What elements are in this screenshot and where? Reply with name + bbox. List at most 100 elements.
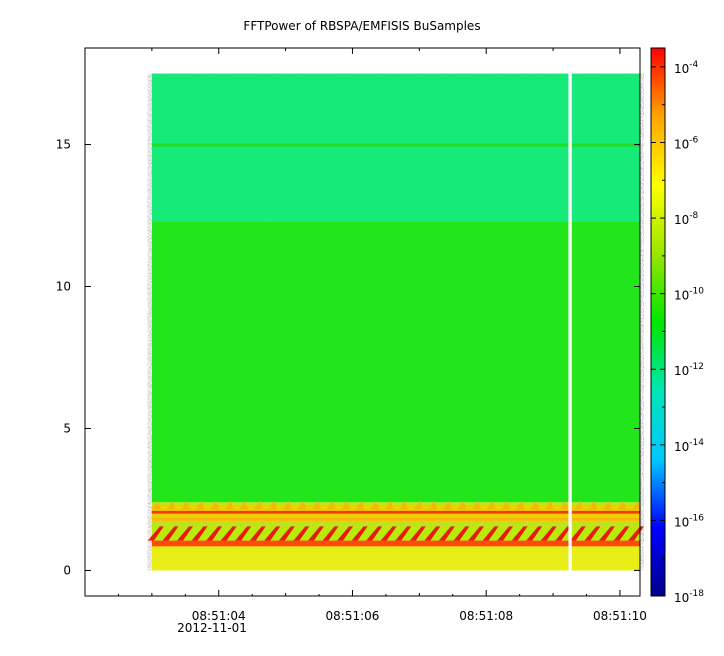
chorus-element-upper [588,500,598,510]
chorus-element-upper [413,500,423,510]
chorus-element [540,526,557,541]
chorus-element-upper [501,500,511,510]
chorus-element [424,526,441,541]
chorus-element-upper [530,500,540,510]
chorus-element-upper [617,500,627,510]
chorus-element [453,526,470,541]
colorbar-tick-label: 10-4 [674,60,699,76]
chorus-element-upper [239,500,249,510]
band-base [151,544,640,571]
chorus-element [438,526,455,541]
x-axis: 08:51:04 08:51:06 08:51:08 08:51:10 [117,48,647,623]
colorbar-tick-label: 10-6 [674,135,699,151]
chorus-element-upper [224,500,234,510]
x-tick-label: 08:51:08 [459,609,513,623]
chorus-element-upper [268,500,278,510]
chorus-element-upper [632,500,641,510]
y-tick-label: 10 [56,280,71,294]
y-tick-label: 5 [63,421,71,435]
chorus-element [307,526,324,541]
colorbar-tick-label: 10-10 [674,287,704,303]
band-upper [151,73,640,222]
band-orange [151,517,640,521]
chorus-element [598,526,615,541]
chorus-element [249,526,266,541]
chorus-element-upper [471,500,481,510]
chorus-element-upper [573,500,583,510]
chorus-element [235,526,252,541]
colorbar-tick-label: 10-8 [674,211,699,227]
x-tick-label: 08:51:04 [192,609,246,623]
chorus-element-upper [282,500,292,510]
chorus-element [191,526,208,541]
chorus-element [467,526,484,541]
chorus-element-upper [559,500,569,510]
chorus-element [220,526,237,541]
chorus-element-upper [355,500,365,510]
chorus-element [351,526,368,541]
chorus-element-upper [151,500,161,510]
colorbar-scale [650,47,666,597]
chorus-element [613,526,630,541]
chorus-element [569,526,586,541]
band-green-strip [151,522,640,526]
chorus-element-upper [311,500,321,510]
x-tick-label: 08:51:06 [326,609,380,623]
chorus-element [555,526,572,541]
chorus-element-upper [326,500,336,510]
chorus-element-upper [370,500,380,510]
colorbar-tick-label: 10-14 [674,438,704,454]
chorus-element-upper [384,500,394,510]
chorus-element [264,526,281,541]
chorus-element [322,526,339,541]
chorus-element-upper [210,500,220,510]
chorus-element-upper [341,500,351,510]
chorus-element [162,526,179,541]
colorbar-tick-label: 10-18 [674,589,704,605]
chorus-element [206,526,223,541]
spectrogram-image [147,72,644,572]
plot-frame [84,47,641,597]
chorus-element-upper [486,500,496,510]
chorus-element-upper [457,500,467,510]
chorus-element-upper [602,500,612,510]
chorus-element [497,526,514,541]
chorus-element-upper [515,500,525,510]
chorus-element [337,526,354,541]
chorus-element [293,526,310,541]
chorus-element-upper [253,500,263,510]
chorus-element [409,526,426,541]
y-tick-label: 0 [63,563,71,577]
band-middle [151,221,640,503]
x-date-label: 2012-11-01 [177,621,247,635]
colorbar-tick-label: 10-12 [674,362,704,378]
band-red-upper [151,510,640,514]
chorus-element-upper [297,500,307,510]
y-axis: 0 5 10 15 [56,138,640,577]
chorus-element-upper [544,500,554,510]
chorus-element [511,526,528,541]
chorus-element-upper [180,500,190,510]
band-red-lower [151,540,640,547]
line-15 [151,143,640,147]
y-tick-label: 15 [56,138,71,152]
spectrogram-body [147,73,644,571]
chorus-element [526,526,543,541]
chorus-element [395,526,412,541]
chart-title: FFTPower of RBSPA/EMFISIS BuSamples [243,19,480,33]
chorus-element [366,526,383,541]
chorus-element-upper [428,500,438,510]
chorus-element [278,526,295,541]
chorus-element [380,526,397,541]
chorus-element-upper [195,500,205,510]
chorus-element-upper [166,500,176,510]
data-gap [568,72,572,572]
colorbar: 10-4 10-6 10-8 10-10 10-12 10-14 10-16 10-18 [650,47,704,605]
chorus-element [176,526,193,541]
chorus-element-upper [442,500,452,510]
chorus-element [482,526,499,541]
x-tick-label: 08:51:10 [593,609,647,623]
colorbar-tick-label: 10-16 [674,513,704,529]
chorus-element [584,526,601,541]
